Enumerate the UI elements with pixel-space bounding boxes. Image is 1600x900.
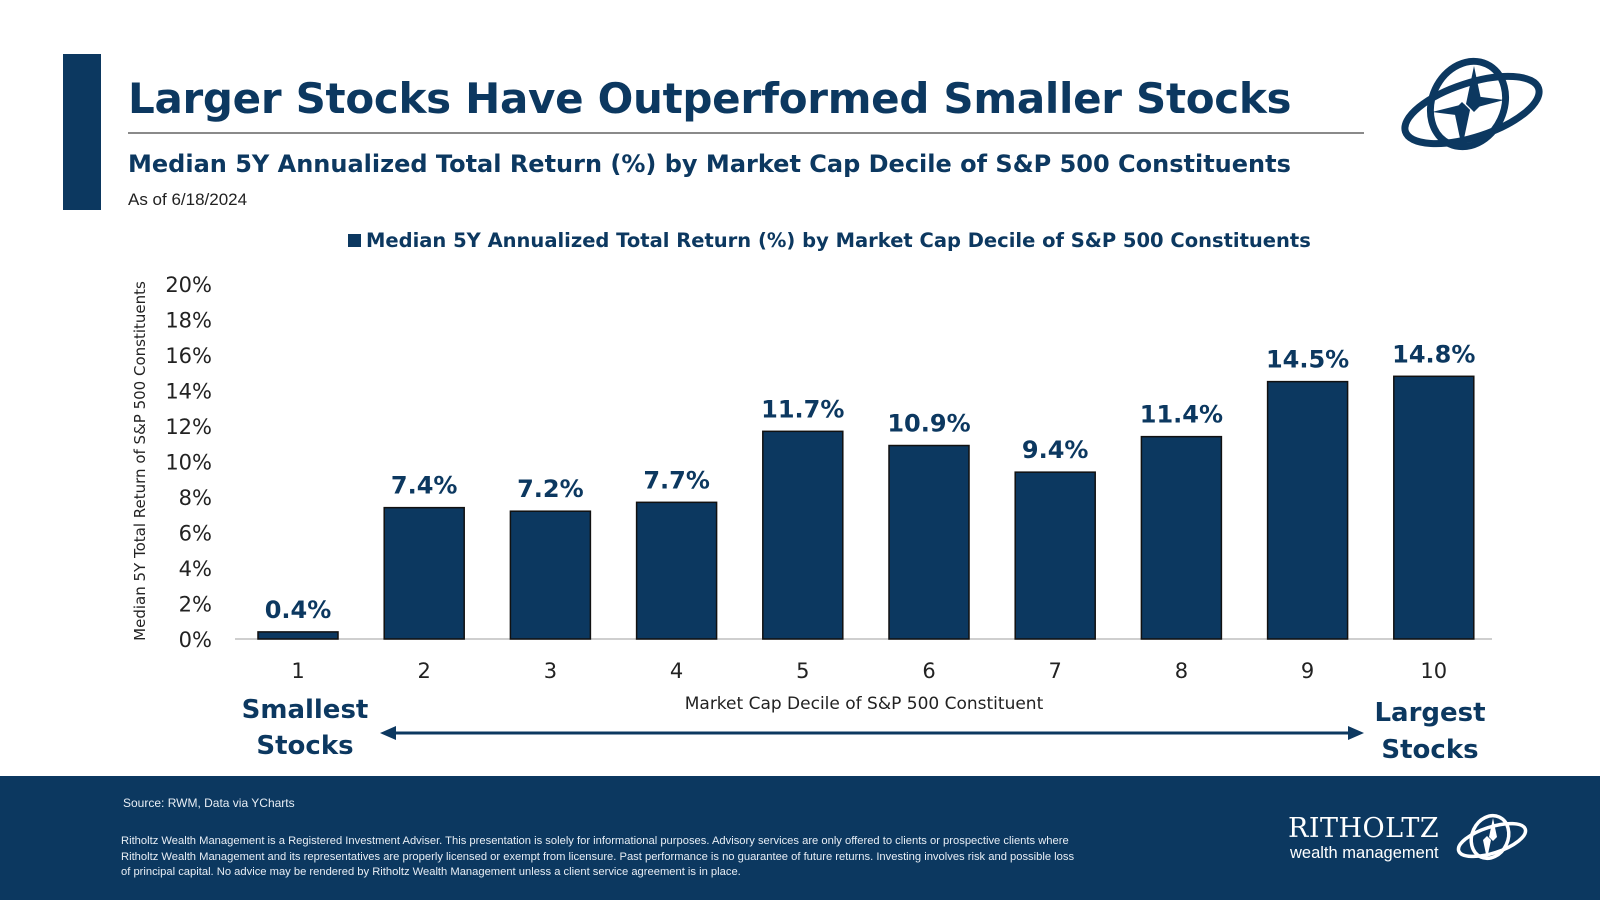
brand-name: RITHOLTZ <box>1288 813 1440 844</box>
y-tick-label: 4% <box>179 557 212 581</box>
page-title: Larger Stocks Have Outperformed Smaller … <box>128 74 1292 123</box>
x-tick-label: 2 <box>418 659 431 683</box>
data-label: 11.4% <box>1140 401 1223 429</box>
smallest-stocks-label-line2: Stocks <box>256 731 353 761</box>
title-accent-bar <box>63 54 101 210</box>
data-label: 9.4% <box>1022 436 1089 464</box>
largest-stocks-label-line2: Stocks <box>1381 735 1478 765</box>
bar-decile-10 <box>1393 375 1475 640</box>
as-of-date: As of 6/18/2024 <box>128 190 248 209</box>
brand-tagline: wealth management <box>1290 844 1439 862</box>
y-tick-label: 2% <box>179 593 212 617</box>
x-tick-label: 3 <box>544 659 557 683</box>
x-tick-label: 6 <box>922 659 935 683</box>
bar-decile-1 <box>257 631 339 640</box>
bar-decile-9 <box>1266 380 1349 640</box>
bar-decile-7 <box>1014 471 1096 640</box>
y-tick-label: 16% <box>165 344 212 368</box>
data-label: 10.9% <box>887 410 970 438</box>
bar-decile-2 <box>383 506 465 640</box>
y-tick-label: 18% <box>165 309 212 333</box>
x-tick-label: 7 <box>1049 659 1062 683</box>
chart-subtitle: Median 5Y Annualized Total Return (%) by… <box>128 150 1291 178</box>
data-label: 7.4% <box>391 472 458 500</box>
x-tick-label: 5 <box>796 659 809 683</box>
bar-chart: Median 5Y Annualized Total Return (%) by… <box>131 229 1492 765</box>
double-headed-arrow <box>380 726 1364 740</box>
legend-swatch <box>348 234 361 247</box>
y-axis-label: Median 5Y Total Return of S&P 500 Consti… <box>131 281 149 641</box>
x-tick-label: 8 <box>1175 659 1188 683</box>
data-label: 7.2% <box>517 475 584 503</box>
compass-rose-logo-icon <box>1401 57 1543 151</box>
smallest-stocks-label-line1: Smallest <box>242 695 369 725</box>
data-label: 0.4% <box>265 596 332 624</box>
brand-lockup: RITHOLTZ wealth management <box>1288 811 1528 881</box>
y-tick-label: 0% <box>179 628 212 652</box>
largest-stocks-label-line1: Largest <box>1374 698 1485 728</box>
data-label: 14.5% <box>1266 346 1349 374</box>
y-tick-label: 12% <box>165 415 212 439</box>
x-axis-label: Market Cap Decile of S&P 500 Constituent <box>685 694 1044 714</box>
y-tick-label: 6% <box>179 522 212 546</box>
x-tick-label: 1 <box>291 659 304 683</box>
footer: Source: RWM, Data via YCharts Ritholtz W… <box>0 776 1600 900</box>
bar-decile-3 <box>509 510 592 640</box>
y-tick-label: 20% <box>165 273 212 297</box>
data-label: 7.7% <box>643 466 710 494</box>
y-tick-label: 10% <box>165 451 212 475</box>
bar-decile-4 <box>635 501 718 640</box>
x-tick-label: 4 <box>670 659 683 683</box>
x-tick-label: 9 <box>1301 659 1314 683</box>
bar-decile-6 <box>888 444 970 640</box>
title-divider <box>128 132 1364 134</box>
y-tick-label: 8% <box>179 486 212 510</box>
x-tick-label: 10 <box>1420 659 1447 683</box>
data-label: 14.8% <box>1392 340 1475 368</box>
source-note: Source: RWM, Data via YCharts <box>123 796 295 810</box>
bar-decile-8 <box>1140 435 1223 640</box>
y-tick-label: 14% <box>165 380 212 404</box>
data-label: 11.7% <box>761 395 844 423</box>
disclaimer: Ritholtz Wealth Management is a Register… <box>121 835 1075 878</box>
bar-decile-5 <box>762 430 844 640</box>
legend-label: Median 5Y Annualized Total Return (%) by… <box>366 229 1311 252</box>
compass-rose-logo-icon <box>1456 813 1528 861</box>
